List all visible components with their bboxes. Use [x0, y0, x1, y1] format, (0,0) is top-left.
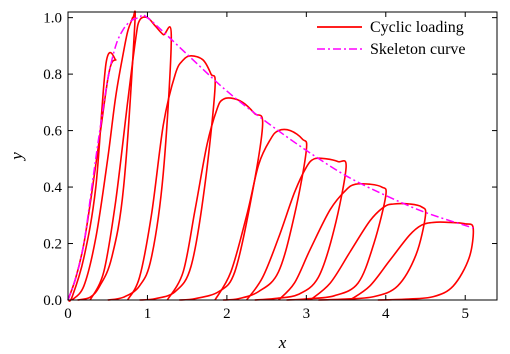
cyclic-loading-loop	[67, 51, 117, 302]
x-tick-label: 0	[64, 306, 72, 322]
y-tick-label: 1.0	[43, 11, 62, 27]
x-axis-label: x	[278, 333, 287, 352]
x-tick-label: 2	[223, 306, 231, 322]
plot-area	[67, 10, 475, 302]
y-axis-label: y	[7, 152, 26, 162]
cyclic-loading-loop	[309, 202, 427, 301]
y-tick-label: 0.2	[43, 237, 62, 253]
legend-label-cyclic-loading: Cyclic loading	[370, 19, 464, 36]
skeleton-curve-line	[67, 14, 474, 301]
y-tick-label: 0.0	[43, 293, 62, 309]
cyclic-loading-loop	[89, 16, 173, 301]
x-tick-label: 3	[303, 306, 311, 322]
cyclic-loading-loop	[277, 182, 387, 301]
y-tick-label: 0.8	[43, 67, 62, 83]
cyclic-loading-loop	[166, 97, 264, 301]
y-tick-label: 0.4	[43, 180, 62, 196]
x-tick-label: 4	[382, 306, 390, 322]
cyclic-loading-loop	[246, 157, 347, 301]
plot-frame	[67, 11, 498, 301]
cyclic-loading-loop	[71, 10, 137, 301]
x-tick-label: 5	[461, 306, 469, 322]
cyclic-loading-loop	[214, 128, 308, 301]
legend: Cyclic loading Skeleton curve	[317, 19, 466, 58]
legend-label-skeleton-curve: Skeleton curve	[370, 41, 466, 58]
y-tick-label: 0.6	[43, 124, 62, 140]
x-tick-label: 1	[144, 306, 152, 322]
axis-ticks: 0 1 2 3 4 5 0.0 0.2 0.4 0.6 0.8 1.0	[43, 11, 497, 322]
cyclic-loading-loop	[126, 55, 216, 301]
